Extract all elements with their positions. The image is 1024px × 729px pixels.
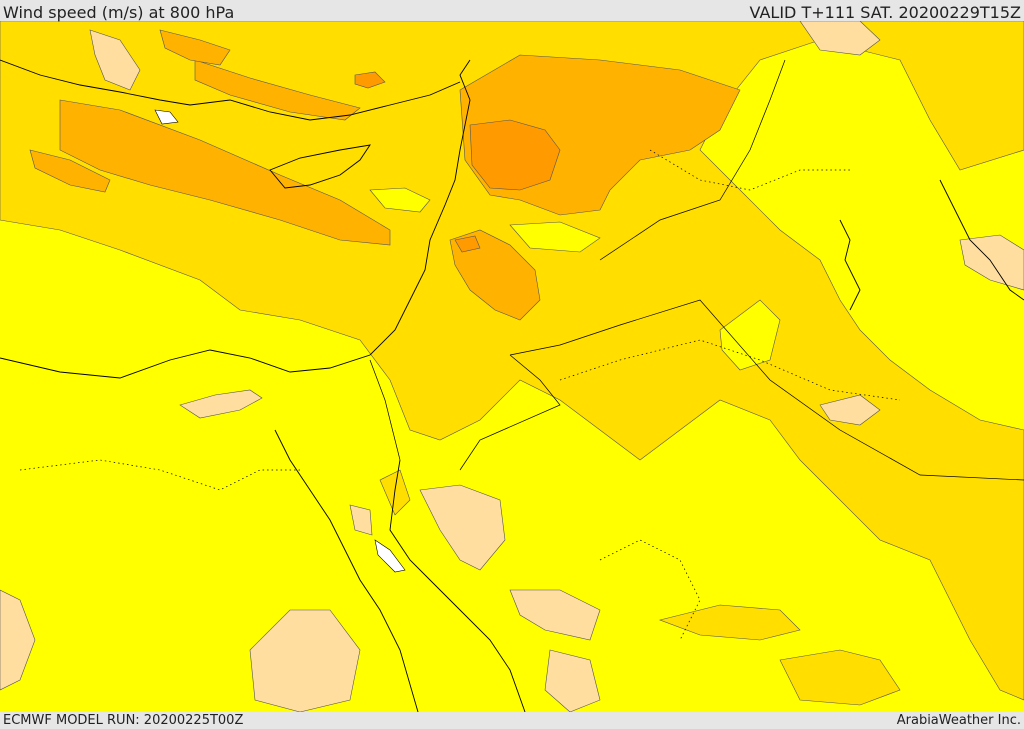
border-iraq-saudi: [509, 299, 1024, 481]
contour-stronger-syria: [469, 119, 561, 191]
water-patch-turkey: [154, 109, 179, 125]
contour-strong-med: [59, 99, 391, 246]
contour-light-south-right: [544, 649, 601, 712]
coastline-turkey: [0, 59, 461, 121]
header-bar: Wind speed (m/s) at 800 hPa VALID T+111 …: [0, 0, 1024, 22]
contour-medium-arabia-south: [658, 604, 801, 641]
contour-light-gulf-patch: [819, 394, 881, 426]
map-title: Wind speed (m/s) at 800 hPa: [3, 3, 235, 22]
credit: ArabiaWeather Inc.: [896, 713, 1021, 728]
valid-time: VALID T+111 SAT. 20200229T15Z: [749, 3, 1021, 22]
contour-medium-gulf: [779, 649, 901, 706]
coastline-red-sea-east: [389, 459, 526, 712]
dotted-boundary-iraq: [649, 149, 850, 191]
contour-strong-jordan: [449, 229, 541, 321]
contour-light-egypt-east: [419, 484, 506, 571]
contour-weak-arabia: [719, 299, 781, 371]
contour-light-red-sea-east: [509, 589, 601, 641]
coastline-gulf-west: [839, 219, 861, 311]
border-egypt-sudan: [369, 359, 401, 461]
contour-light-southwest: [0, 589, 36, 691]
contour-stronger-small-1: [354, 71, 386, 89]
border-syria-iraq: [599, 59, 786, 261]
contour-strong-med-upper: [194, 59, 361, 121]
contour-light-south-center: [249, 609, 361, 712]
contour-light-sinai: [349, 504, 373, 536]
contour-stronger-small-2: [454, 235, 481, 253]
footer-bar: ECMWF MODEL RUN: 20200225T00Z ArabiaWeat…: [0, 712, 1024, 729]
wind-speed-map[interactable]: [0, 21, 1024, 712]
coastline-red-sea-west: [274, 429, 419, 712]
map-svg: [0, 21, 1024, 712]
coastline-med-south: [0, 59, 471, 379]
water-patch-dead-sea: [374, 539, 406, 573]
model-run: ECMWF MODEL RUN: 20200225T00Z: [3, 713, 244, 728]
contour-light-turkey: [89, 29, 141, 91]
dotted-boundary-saudi-south: [599, 539, 701, 641]
coastline-cyprus: [269, 144, 371, 189]
contour-light-iran-north: [799, 21, 881, 56]
contour-strong-turkey: [159, 29, 231, 66]
contour-light-egypt-west: [179, 389, 263, 419]
contour-strong-cyprus-left: [29, 149, 111, 193]
coastline-gulf-east: [939, 179, 1024, 301]
border-jordan-saudi: [459, 354, 561, 471]
contour-weak-syria: [509, 221, 601, 253]
contour-weak-med: [369, 187, 431, 213]
